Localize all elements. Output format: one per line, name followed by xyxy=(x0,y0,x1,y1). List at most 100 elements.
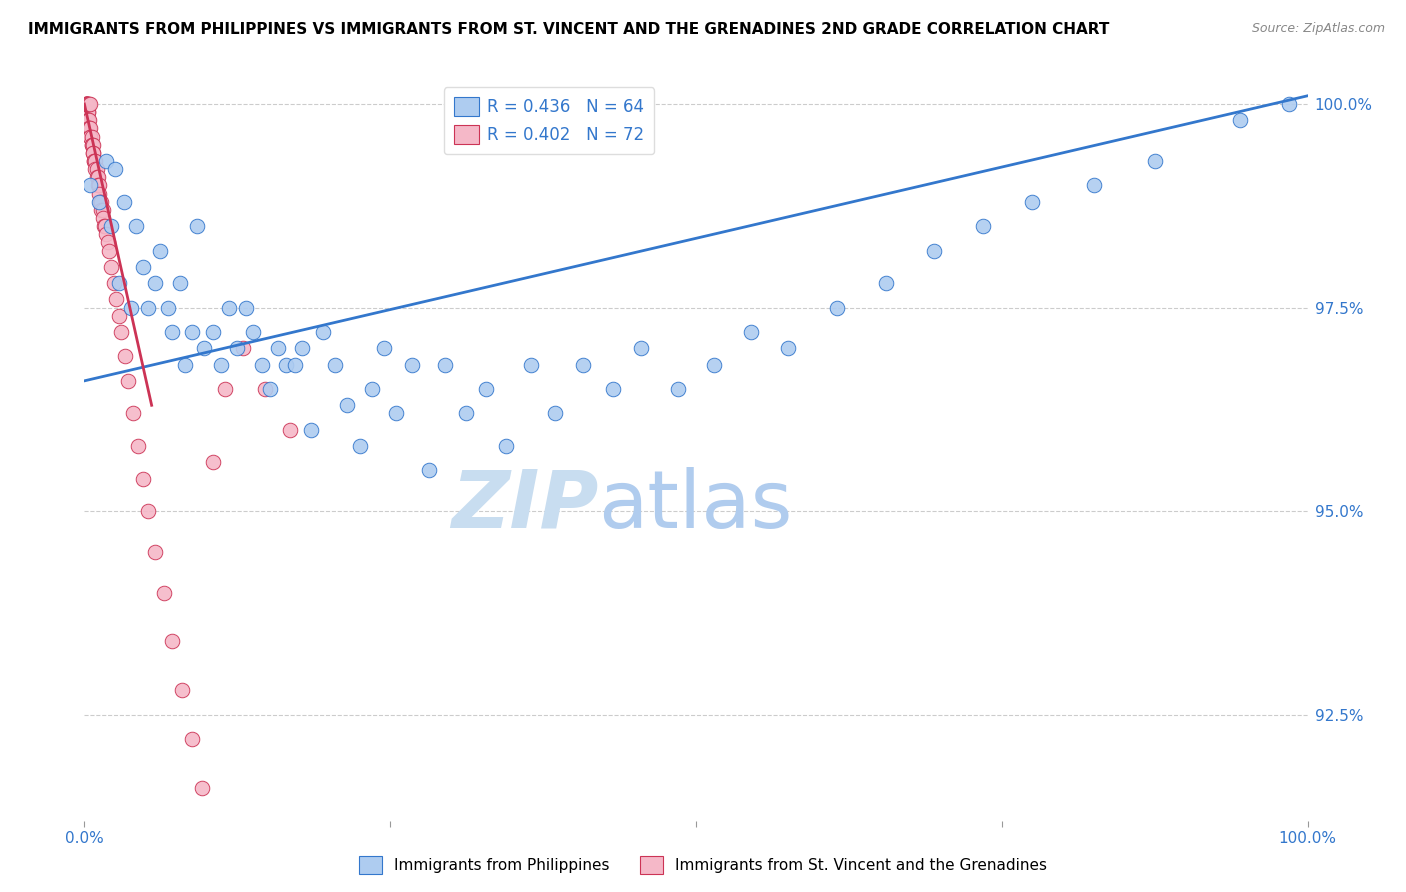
Point xyxy=(84,153,107,168)
Point xyxy=(112,194,135,209)
Point xyxy=(143,276,166,290)
Point xyxy=(89,194,111,209)
Point xyxy=(266,341,288,355)
Point xyxy=(214,382,236,396)
Point xyxy=(474,382,496,396)
Point xyxy=(162,634,184,648)
Point xyxy=(87,170,110,185)
Point xyxy=(125,219,148,233)
Point xyxy=(360,382,382,396)
Point xyxy=(79,129,101,144)
Point xyxy=(77,105,100,120)
Point xyxy=(80,129,103,144)
Point xyxy=(77,113,100,128)
Point xyxy=(226,341,249,355)
Point xyxy=(299,423,322,437)
Point xyxy=(254,382,277,396)
Point xyxy=(201,325,224,339)
Point xyxy=(924,244,946,258)
Point xyxy=(401,358,423,372)
Point xyxy=(77,105,100,120)
Point xyxy=(703,358,725,372)
Point xyxy=(1021,194,1043,209)
Point xyxy=(336,398,359,412)
Point xyxy=(86,162,108,177)
Point xyxy=(153,585,176,599)
Point xyxy=(76,97,98,112)
Point xyxy=(94,219,117,233)
Point xyxy=(276,358,298,372)
Point xyxy=(250,358,273,372)
Point xyxy=(1278,97,1301,112)
Point xyxy=(127,439,149,453)
Point xyxy=(209,358,232,372)
Point xyxy=(75,97,97,112)
Point xyxy=(79,129,101,144)
Point xyxy=(76,97,98,112)
Point xyxy=(120,301,142,315)
Point xyxy=(103,276,125,290)
Point xyxy=(107,276,129,290)
Point xyxy=(156,301,179,315)
Point xyxy=(83,153,105,168)
Point xyxy=(173,358,195,372)
Point xyxy=(136,301,159,315)
Point xyxy=(97,235,120,250)
Point xyxy=(77,97,100,112)
Point xyxy=(186,219,208,233)
Point xyxy=(75,97,97,112)
Point xyxy=(875,276,897,290)
Point xyxy=(149,244,172,258)
Point xyxy=(87,186,110,201)
Point xyxy=(77,121,100,136)
Point xyxy=(259,382,281,396)
Point xyxy=(323,358,346,372)
Point xyxy=(232,341,254,355)
Point xyxy=(107,309,129,323)
Point xyxy=(84,162,107,177)
Point xyxy=(122,406,145,420)
Point xyxy=(87,178,110,193)
Point xyxy=(385,406,408,420)
Point xyxy=(77,97,100,112)
Point xyxy=(76,97,98,112)
Point xyxy=(75,97,97,112)
Point xyxy=(172,683,194,698)
Point xyxy=(972,219,994,233)
Point xyxy=(75,97,97,112)
Point xyxy=(104,162,127,177)
Point xyxy=(312,325,335,339)
Point xyxy=(495,439,517,453)
Point xyxy=(86,170,108,185)
Point xyxy=(105,293,128,307)
Point xyxy=(191,780,214,795)
Point xyxy=(278,423,301,437)
Text: ZIP: ZIP xyxy=(451,467,598,545)
Point xyxy=(80,137,103,152)
Point xyxy=(76,105,98,120)
Point xyxy=(1143,153,1166,168)
Point xyxy=(100,219,122,233)
Point xyxy=(96,153,118,168)
Point xyxy=(169,276,191,290)
Point xyxy=(97,244,120,258)
Point xyxy=(181,325,204,339)
Point xyxy=(76,105,98,120)
Point xyxy=(87,194,110,209)
Point xyxy=(91,202,114,217)
Point xyxy=(110,325,132,339)
Legend: R = 0.436   N = 64, R = 0.402   N = 72: R = 0.436 N = 64, R = 0.402 N = 72 xyxy=(444,87,654,154)
Point xyxy=(90,202,112,217)
Point xyxy=(666,382,689,396)
Point xyxy=(83,153,105,168)
Point xyxy=(602,382,624,396)
Point xyxy=(740,325,762,339)
Point xyxy=(572,358,595,372)
Point xyxy=(136,504,159,518)
Point xyxy=(77,113,100,128)
Point xyxy=(80,137,103,152)
Point xyxy=(132,472,155,486)
Point xyxy=(218,301,240,315)
Point xyxy=(825,301,848,315)
Point xyxy=(76,97,98,112)
